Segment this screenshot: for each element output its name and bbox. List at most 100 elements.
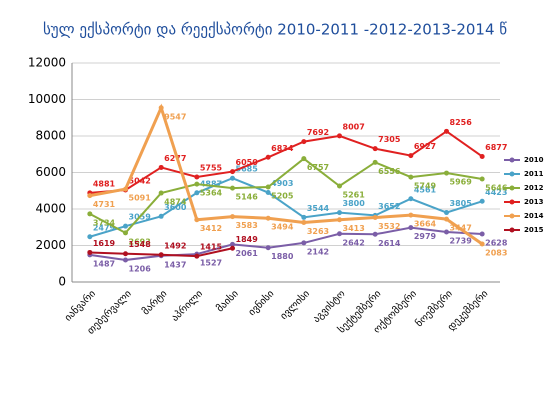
legend-marker	[509, 157, 515, 163]
data-label: 5685	[236, 165, 259, 174]
legend-marker	[509, 227, 515, 233]
data-point	[337, 210, 342, 216]
y-tick-label: 4000	[35, 202, 66, 216]
data-point	[265, 154, 271, 160]
data-label: 7305	[378, 135, 401, 144]
data-label: 5749	[414, 182, 437, 191]
data-label: 5261	[343, 190, 366, 199]
data-point	[265, 245, 271, 251]
x-tick-label: აგვისტო	[310, 288, 347, 325]
data-point	[194, 174, 200, 180]
data-point	[337, 217, 342, 223]
series-line	[89, 177, 483, 238]
data-point	[158, 105, 164, 111]
data-label: 6757	[307, 163, 329, 172]
data-point	[230, 245, 235, 251]
data-point	[301, 240, 307, 246]
series-line	[89, 226, 483, 261]
data-point	[444, 216, 449, 222]
data-point	[479, 241, 485, 247]
data-label: 6927	[414, 142, 436, 151]
data-label: 2142	[307, 247, 329, 256]
data-label: 5969	[450, 178, 473, 187]
data-label: 4903	[271, 179, 293, 188]
y-tick-label: 6000	[35, 165, 66, 179]
data-point	[158, 252, 164, 258]
data-point	[194, 181, 200, 187]
data-label: 3544	[307, 204, 330, 213]
data-point	[265, 215, 271, 221]
data-label: 2614	[378, 239, 401, 248]
data-label: 3412	[200, 224, 222, 233]
data-label: 4887	[200, 179, 222, 188]
data-label: 6877	[485, 143, 507, 152]
data-label: 1548	[129, 240, 152, 249]
legend-label: 2014	[524, 212, 544, 220]
data-label: 8007	[343, 122, 365, 131]
data-point	[265, 184, 271, 190]
data-point	[301, 139, 307, 145]
data-point	[265, 190, 271, 196]
data-label: 4731	[93, 200, 116, 209]
data-label: 3734	[93, 218, 116, 227]
data-point	[337, 183, 342, 189]
data-point	[123, 230, 128, 236]
data-point	[408, 225, 414, 231]
data-point	[337, 133, 342, 139]
data-point	[408, 153, 414, 159]
data-label: 2083	[485, 248, 507, 257]
x-tick-label: მარტი	[140, 288, 170, 318]
data-label: 1619	[93, 239, 116, 248]
data-label: 1527	[200, 259, 222, 268]
x-tick-label: ივნისი	[246, 288, 276, 318]
data-point	[123, 257, 128, 263]
data-label: 2061	[236, 249, 259, 258]
data-label: 3652	[378, 202, 400, 211]
data-point	[194, 253, 200, 259]
data-point	[372, 215, 378, 221]
data-label: 1415	[200, 243, 223, 252]
data-point	[158, 164, 164, 170]
data-point	[87, 193, 93, 199]
data-label: 2642	[343, 238, 365, 247]
legend-marker	[509, 199, 515, 205]
data-point	[372, 231, 378, 237]
data-label: 3805	[450, 199, 473, 208]
data-label: 3447	[450, 224, 472, 233]
legend-label: 2013	[524, 198, 544, 206]
data-label: 9547	[164, 112, 186, 121]
data-point	[408, 212, 414, 218]
data-point	[479, 198, 485, 204]
data-label: 4423	[485, 188, 507, 197]
data-point	[444, 210, 449, 216]
data-label: 6050	[236, 158, 259, 167]
data-point	[479, 176, 485, 182]
data-label: 5042	[129, 176, 151, 185]
data-point	[230, 169, 235, 175]
data-label: 1492	[164, 241, 186, 250]
data-label: 5755	[200, 163, 223, 172]
data-label: 4874	[164, 198, 187, 207]
data-point	[194, 217, 200, 223]
x-tick-label: ივლისი	[278, 288, 312, 322]
data-label: 2693	[129, 237, 151, 246]
data-label: 7692	[307, 128, 329, 137]
y-tick-label: 2000	[35, 238, 66, 252]
series-line	[89, 103, 484, 246]
data-point	[123, 186, 128, 192]
x-tick-label: მაისი	[214, 288, 241, 315]
data-label: 3583	[236, 221, 258, 230]
data-point	[479, 231, 485, 237]
series-line	[89, 157, 483, 235]
data-point	[158, 213, 164, 219]
legend-label: 2012	[524, 184, 544, 192]
data-label: 5146	[236, 193, 259, 202]
data-point	[230, 214, 235, 220]
data-point	[301, 219, 307, 225]
data-point	[372, 159, 378, 165]
data-label: 3532	[378, 222, 400, 231]
data-label: 2979	[414, 232, 437, 241]
y-tick-label: 10000	[28, 92, 66, 106]
data-point	[158, 190, 164, 196]
